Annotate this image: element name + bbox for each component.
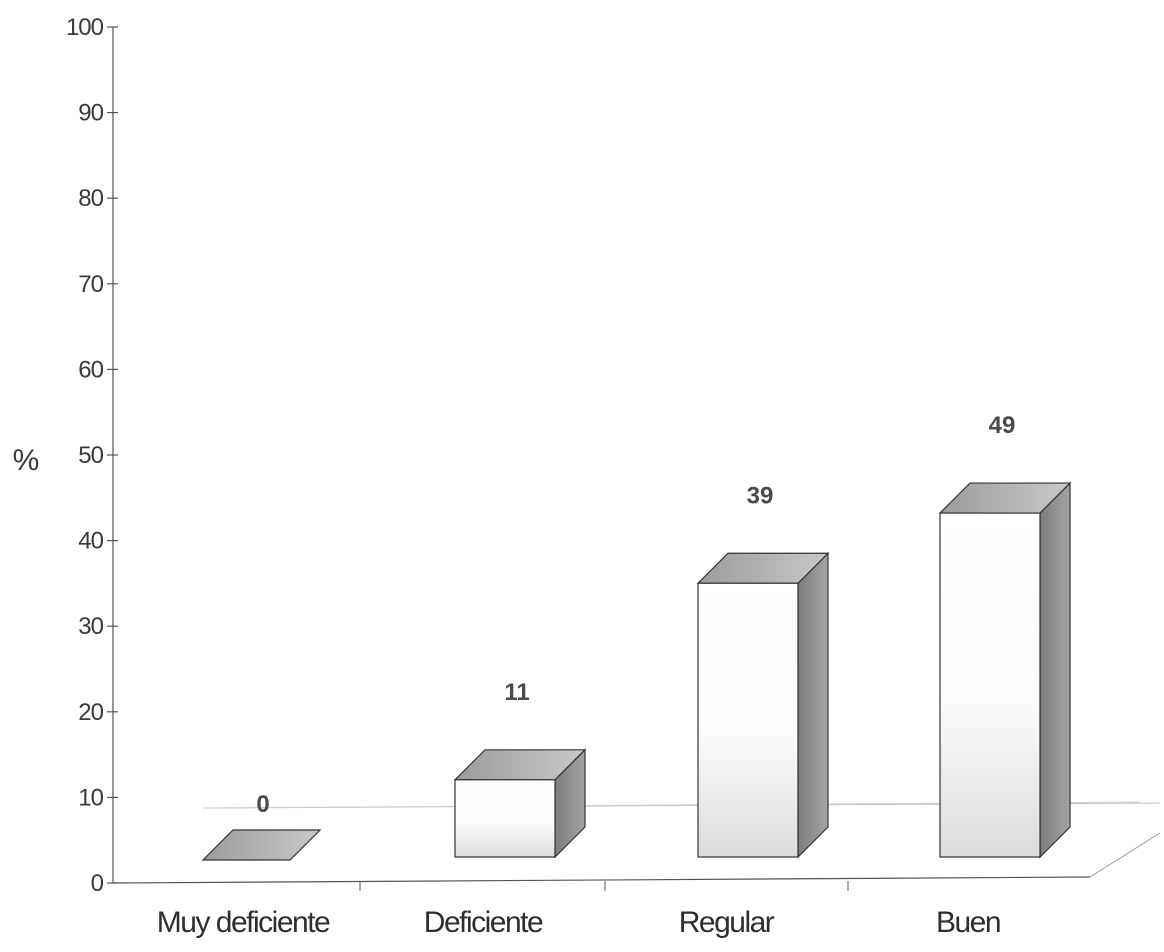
bar-front	[939, 512, 1041, 858]
category-label: Buen	[936, 906, 1000, 939]
data-label: 39	[747, 482, 774, 509]
bar-front	[454, 779, 556, 858]
x-axis-line	[112, 876, 1091, 884]
bar-front	[697, 582, 799, 858]
y-tick-label: 40	[78, 528, 103, 555]
bars	[201, 481, 1072, 861]
labels: 0 10 20 30 40 50 60 70 80 90 100 0 Muy deficiente 11 D…	[66, 14, 1015, 939]
y-axis-label: %	[13, 444, 40, 477]
y-tick-label: 60	[78, 356, 103, 383]
y-tick-label: 90	[78, 100, 103, 127]
y-tick-label: 30	[78, 613, 103, 640]
bar	[938, 481, 1072, 859]
data-label: 49	[989, 412, 1016, 439]
data-label: 0	[256, 791, 269, 818]
y-tick-label: 70	[78, 271, 103, 298]
floor-right-edge	[1089, 832, 1161, 878]
bar	[696, 551, 830, 859]
data-label: 11	[504, 679, 529, 706]
bar-side	[1039, 481, 1071, 859]
category-label: Muy deficiente	[157, 906, 330, 939]
y-tick-label: 80	[78, 185, 103, 212]
category-label: Regular	[679, 906, 775, 939]
bar-top	[201, 829, 322, 861]
y-tick-label: 100	[66, 14, 104, 41]
y-tick-label: 50	[78, 442, 103, 469]
y-tick-label: 10	[78, 784, 103, 811]
bar	[201, 829, 322, 861]
category-label: Deficiente	[424, 906, 543, 939]
bar-side	[797, 551, 829, 859]
y-tick-label: 0	[91, 870, 104, 897]
bar	[453, 748, 587, 859]
y-tick-label: 20	[78, 699, 103, 726]
